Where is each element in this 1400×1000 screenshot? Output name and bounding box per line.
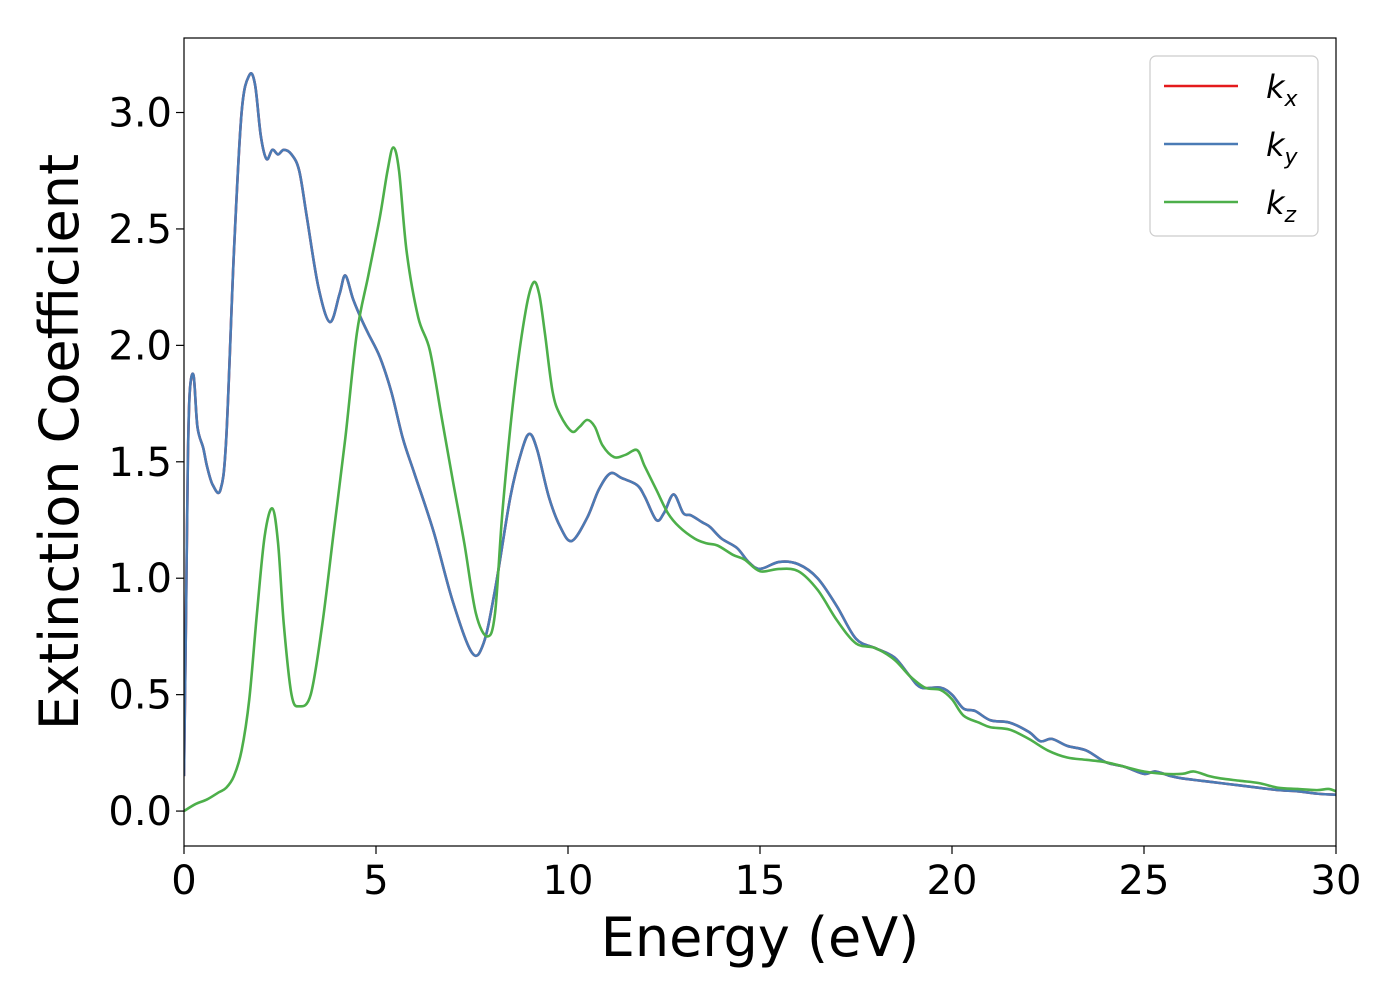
legend-label-kz: kz: [1266, 184, 1297, 228]
legend-label-ky: ky: [1266, 126, 1299, 170]
y-tick-label: 2.5: [108, 207, 172, 253]
x-tick-label: 0: [171, 858, 196, 904]
y-tick-label: 3.0: [108, 91, 172, 137]
legend: kx ky kz: [1149, 55, 1319, 237]
legend-label-kx: kx: [1266, 68, 1299, 112]
y-tick-label: 1.5: [108, 440, 172, 486]
y-tick-label: 0.5: [108, 673, 172, 719]
legend-box: [1149, 55, 1319, 237]
x-axis-title: Energy (eV): [601, 906, 920, 969]
x-tick-label: 15: [735, 858, 786, 904]
x-tick-label: 5: [363, 858, 388, 904]
x-tick-label: 10: [543, 858, 594, 904]
series-line-kz: [184, 146, 1336, 813]
y-axis-title: Extinction Coefficient: [28, 154, 91, 730]
y-tick-label: 0.0: [108, 789, 172, 835]
y-axis: 0.0 0.5 1.0 1.5 2.0 2.5 3.0: [108, 91, 184, 835]
y-tick-label: 2.0: [108, 323, 172, 369]
x-axis: 0 5 10 15 20 25 30: [171, 846, 1361, 904]
y-tick-label: 1.0: [108, 556, 172, 602]
x-tick-label: 25: [1119, 858, 1170, 904]
series-layer: [184, 72, 1336, 813]
x-tick-label: 20: [927, 858, 978, 904]
x-tick-label: 30: [1311, 858, 1362, 904]
series-line-ky: [184, 72, 1336, 797]
